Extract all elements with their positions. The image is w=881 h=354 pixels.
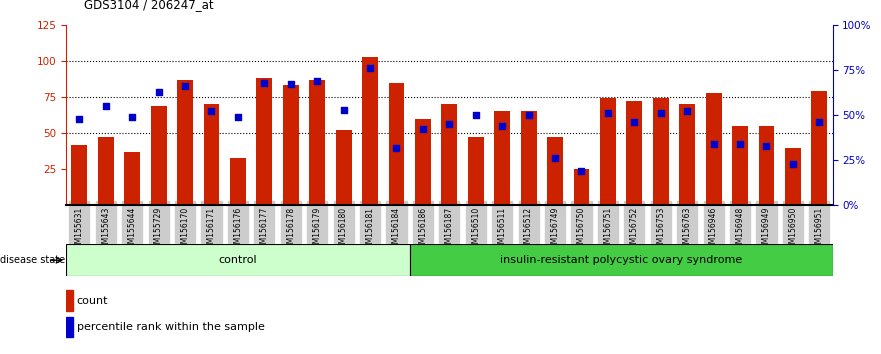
Bar [494,112,510,205]
Point [733,141,747,147]
Point [627,119,641,125]
Point [363,65,377,71]
Point [337,107,351,113]
Bar [441,104,457,205]
Bar [230,158,246,205]
Point [707,141,721,147]
Point [654,110,668,116]
Point [231,114,245,120]
Point [574,168,589,174]
Bar [204,104,219,205]
Point [72,116,86,121]
Bar [177,80,193,205]
Bar [336,130,352,205]
Point [548,155,562,161]
Text: insulin-resistant polycystic ovary syndrome: insulin-resistant polycystic ovary syndr… [500,255,742,265]
Bar [521,112,537,205]
Point [310,78,324,84]
Point [442,121,456,127]
Bar [679,104,695,205]
Point [178,83,192,89]
Bar [468,137,484,205]
Text: percentile rank within the sample: percentile rank within the sample [77,322,264,332]
Point [284,81,298,87]
Point [389,145,403,150]
Bar [600,98,616,205]
Bar [547,137,563,205]
Bar [71,145,87,205]
Bar [66,290,73,311]
Bar [66,244,410,276]
Bar [151,105,167,205]
Text: control: control [218,255,257,265]
Bar [785,148,801,205]
Point [416,127,430,132]
Bar [124,152,140,205]
Bar [389,82,404,205]
Bar [759,126,774,205]
Bar [283,85,299,205]
Point [204,109,218,114]
Text: count: count [77,296,108,306]
Bar [574,169,589,205]
Point [759,143,774,149]
Bar [256,78,272,205]
Point [125,114,139,120]
Point [99,103,113,109]
Bar [410,244,833,276]
Bar [811,91,827,205]
Bar [362,57,378,205]
Point [495,123,509,129]
Text: disease state: disease state [0,255,65,265]
Point [601,110,615,116]
Point [786,161,800,167]
Text: GDS3104 / 206247_at: GDS3104 / 206247_at [84,0,213,11]
Point [469,112,483,118]
Point [257,80,271,85]
Bar [66,317,73,337]
Point [152,89,166,95]
Bar [98,137,114,205]
Bar [415,119,431,205]
Bar [653,98,669,205]
Point [522,112,536,118]
Bar [309,80,325,205]
Point [680,109,694,114]
Bar [732,126,748,205]
Bar [706,93,722,205]
Point [812,119,826,125]
Bar [626,101,642,205]
